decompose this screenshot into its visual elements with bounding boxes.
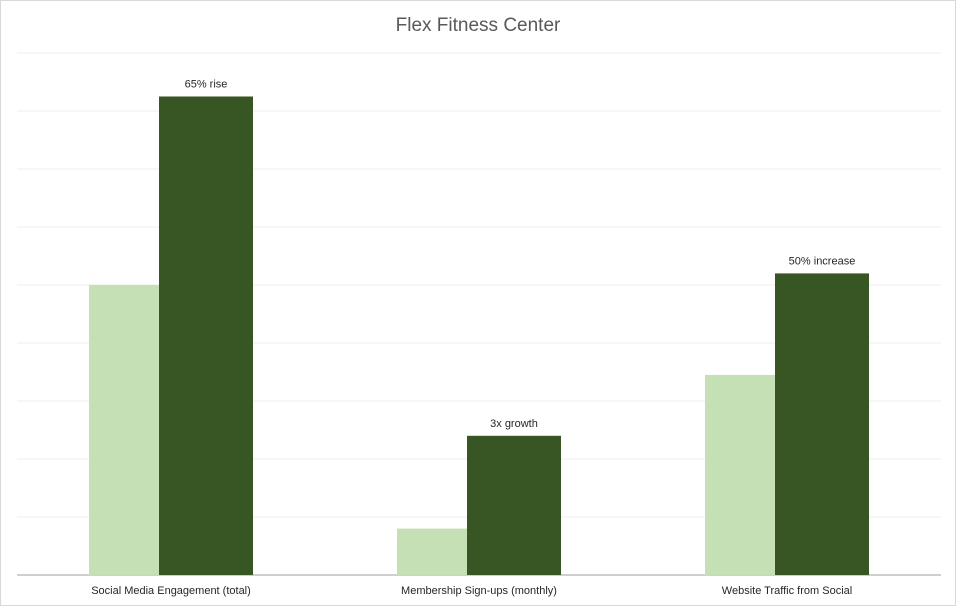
- data-label: 3x growth: [490, 418, 538, 430]
- category-label: Membership Sign-ups (monthly): [401, 585, 557, 597]
- data-label: 65% rise: [185, 79, 228, 91]
- bar-baseline: [89, 285, 159, 575]
- chart-title: Flex Fitness Center: [396, 15, 561, 36]
- data-label: 50% increase: [789, 255, 856, 267]
- bar-current: [775, 273, 869, 575]
- category-label: Social Media Engagement (total): [91, 585, 251, 597]
- bar-current: [467, 435, 561, 575]
- bar-baseline: [705, 374, 775, 575]
- category-labels: Social Media Engagement (total) Membershi…: [91, 585, 852, 597]
- bar-current: [159, 96, 253, 575]
- data-labels: 65% rise 3x growth 50% increase: [185, 79, 856, 430]
- bar-baseline: [397, 528, 467, 575]
- bars: [89, 96, 869, 575]
- category-label: Website Traffic from Social: [722, 585, 852, 597]
